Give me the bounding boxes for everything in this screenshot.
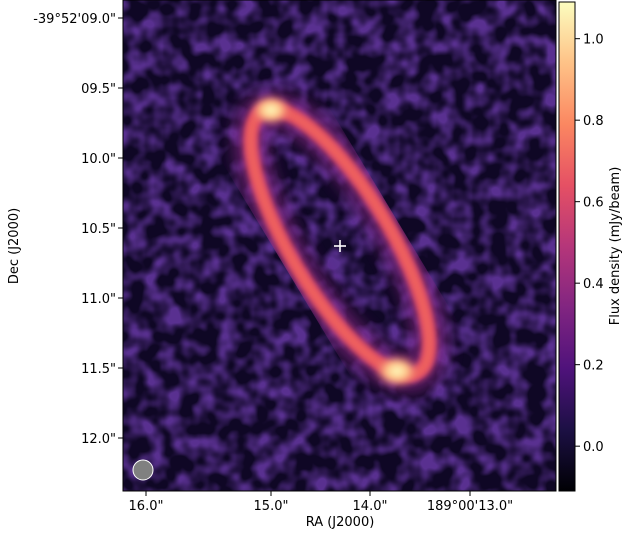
colorbar-ticks: 0.0 0.2 0.4 0.6 0.8 1.0 — [575, 33, 604, 455]
colorbar-tick-label: 1.0 — [583, 33, 604, 48]
x-tick-label: 14.0" — [353, 499, 388, 514]
y-axis-ticks: -39°52'09.0" 09.5" 10.0" 10.5" 11.0" 11.5" 12.… — [33, 12, 123, 447]
colorbar-tick-label: 0.6 — [583, 196, 604, 211]
beam-ellipse — [132, 459, 154, 481]
north-peak — [249, 93, 293, 127]
y-tick-label: 11.5" — [81, 362, 116, 377]
y-tick-label: 10.0" — [81, 152, 116, 167]
y-axis-label: Dec (J2000) — [7, 208, 22, 284]
y-tick-label: 09.5" — [81, 82, 116, 97]
x-tick-label: 15.0" — [254, 499, 289, 514]
south-peak — [373, 353, 421, 389]
y-tick-label: 12.0" — [81, 432, 116, 447]
y-tick-label: 10.5" — [81, 222, 116, 237]
x-axis-label: RA (J2000) — [306, 515, 375, 530]
colorbar-tick-label: 0.0 — [583, 440, 604, 455]
x-axis-ticks: 16.0" 15.0" 14.0" 189°00'13.0" — [129, 491, 513, 514]
center-marker — [334, 240, 346, 252]
image-frame — [122, 0, 557, 492]
x-tick-label: 16.0" — [129, 499, 164, 514]
colorbar — [558, 1, 576, 492]
colorbar-tick-label: 0.8 — [583, 114, 604, 129]
y-tick-label: 11.0" — [81, 292, 116, 307]
x-tick-label: 189°00'13.0" — [427, 499, 513, 514]
colorbar-tick-label: 0.2 — [583, 359, 604, 374]
colorbar-tick-label: 0.4 — [583, 277, 604, 292]
image-panel — [123, 0, 556, 491]
y-tick-label: -39°52'09.0" — [33, 12, 116, 27]
colorbar-label: Flux density (mJy/beam) — [608, 167, 623, 326]
